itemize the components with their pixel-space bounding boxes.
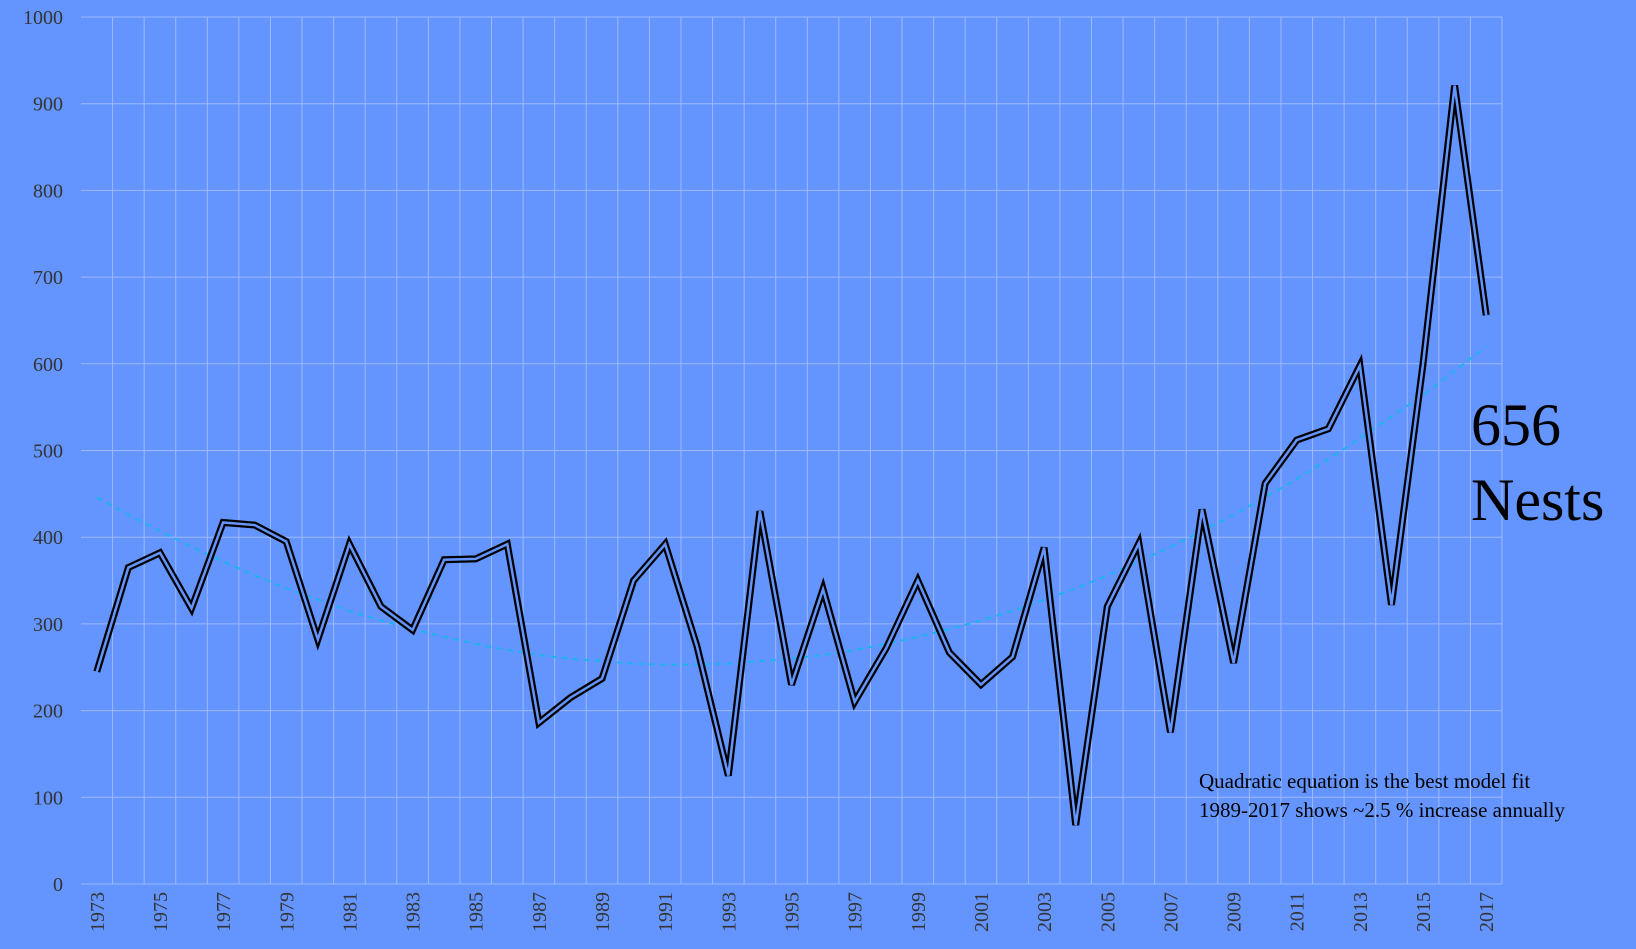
- y-tick-label: 700: [33, 267, 63, 289]
- annotation: 656: [1471, 392, 1561, 458]
- data-line-inner: [95, 85, 1488, 826]
- x-tick-label: 1991: [655, 892, 677, 932]
- y-tick-label: 600: [33, 354, 63, 376]
- x-tick-label: 1983: [403, 892, 425, 932]
- annotation: 1989-2017 shows ~2.5 % increase annually: [1199, 798, 1565, 822]
- x-tick-label: 2001: [971, 892, 993, 932]
- y-tick-label: 300: [33, 614, 63, 636]
- x-tick-label: 2015: [1413, 892, 1435, 932]
- x-tick-label: 1999: [908, 892, 930, 932]
- annotation: Quadratic equation is the best model fit: [1199, 769, 1530, 793]
- x-tick-label: 1985: [466, 892, 488, 932]
- x-tick-label: 2017: [1476, 892, 1498, 932]
- x-tick-label: 2005: [1097, 892, 1119, 932]
- x-tick-label: 2011: [1287, 892, 1309, 931]
- y-tick-label: 200: [33, 701, 63, 723]
- x-tick-label: 1987: [529, 892, 551, 932]
- x-tick-label: 2009: [1224, 892, 1246, 932]
- annotation: Nests: [1471, 467, 1604, 533]
- y-tick-label: 100: [33, 787, 63, 809]
- y-tick-label: 0: [53, 874, 63, 896]
- x-tick-label: 1989: [592, 892, 614, 932]
- x-tick-label: 1997: [845, 892, 867, 932]
- x-tick-label: 2007: [1160, 892, 1182, 932]
- x-tick-label: 1975: [150, 892, 172, 932]
- x-tick-label: 1973: [87, 892, 109, 932]
- x-tick-label: 1979: [276, 892, 298, 932]
- x-tick-label: 1993: [718, 892, 740, 932]
- x-tick-label: 2013: [1350, 892, 1372, 932]
- y-tick-label: 1000: [23, 7, 63, 29]
- x-tick-label: 1981: [339, 892, 361, 932]
- x-tick-label: 1995: [782, 892, 804, 932]
- y-tick-label: 900: [33, 94, 63, 116]
- x-tick-label: 1977: [213, 892, 235, 932]
- y-tick-label: 500: [33, 441, 63, 463]
- y-tick-label: 800: [33, 180, 63, 202]
- y-tick-label: 400: [33, 527, 63, 549]
- x-tick-label: 2003: [1034, 892, 1056, 932]
